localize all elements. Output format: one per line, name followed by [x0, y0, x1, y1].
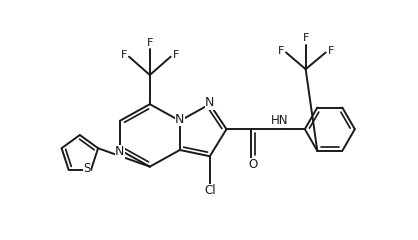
Text: Cl: Cl [204, 184, 216, 197]
Text: S: S [83, 162, 91, 175]
Text: F: F [328, 46, 334, 56]
Text: F: F [173, 50, 179, 60]
Text: F: F [303, 33, 309, 43]
Text: F: F [278, 46, 284, 56]
Text: N: N [205, 96, 214, 109]
Text: F: F [147, 37, 153, 48]
Text: HN: HN [271, 114, 288, 126]
Text: F: F [120, 50, 127, 60]
Text: N: N [115, 145, 125, 158]
Text: N: N [175, 113, 184, 126]
Text: O: O [249, 158, 258, 172]
